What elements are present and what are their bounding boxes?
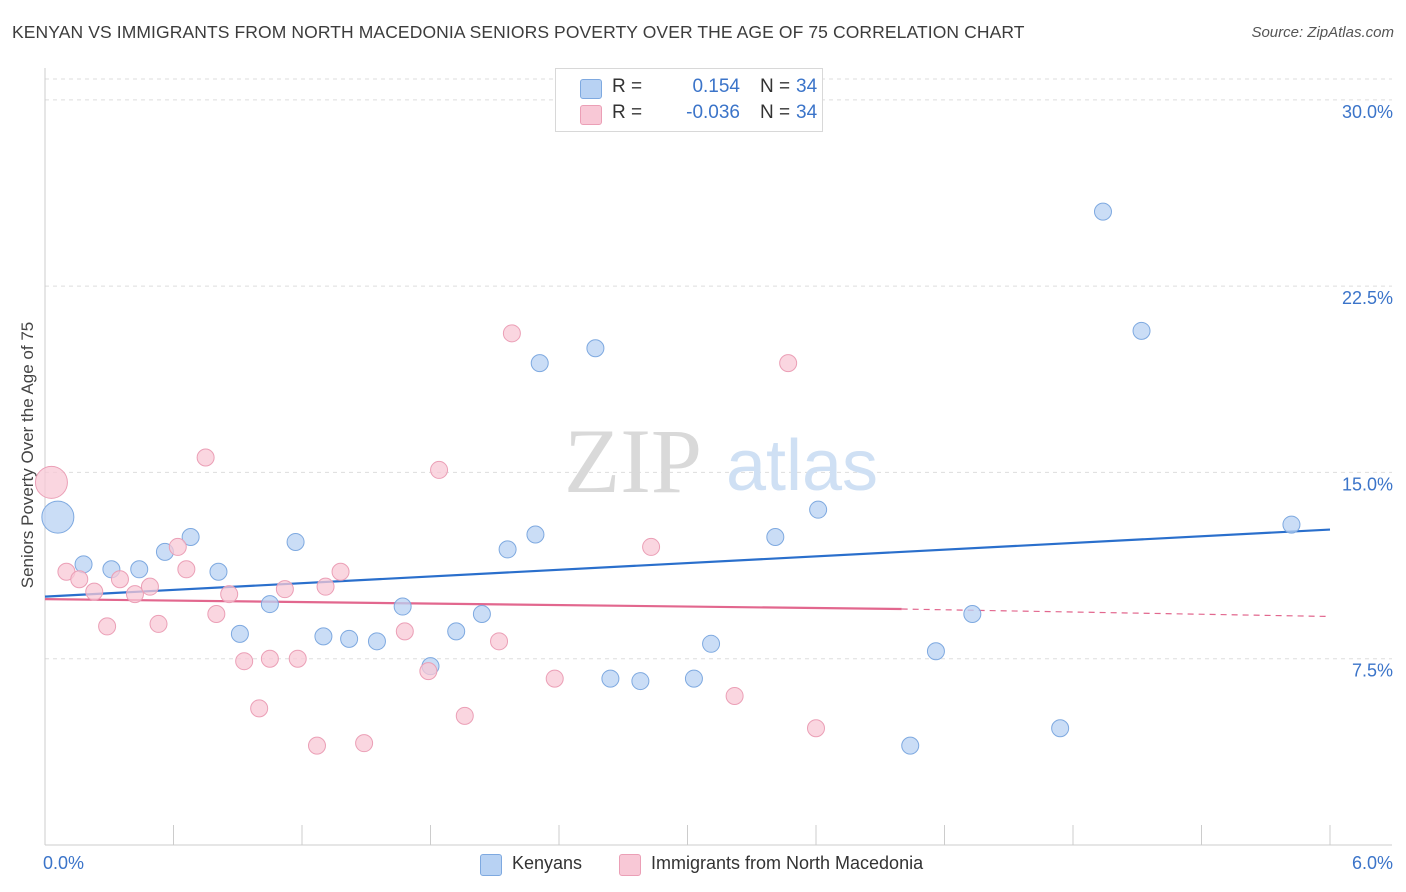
trend-line-macedonia bbox=[44, 597, 902, 611]
point-kenyans bbox=[230, 624, 249, 643]
correlation-legend: R = 0.154 N = 34 R = -0.036 N = 34 bbox=[555, 68, 823, 132]
y-tick-label: 15.0% bbox=[1342, 474, 1393, 494]
x-tick-label-max: 6.0% bbox=[1352, 853, 1393, 873]
point-macedonia bbox=[34, 465, 68, 499]
legend-n-label: N = bbox=[760, 102, 791, 123]
point-kenyans bbox=[367, 632, 386, 651]
legend-swatch-blue bbox=[580, 79, 602, 99]
point-kenyans bbox=[286, 532, 305, 551]
point-kenyans bbox=[472, 605, 491, 623]
point-macedonia bbox=[307, 736, 326, 755]
point-kenyans bbox=[586, 339, 605, 358]
point-macedonia bbox=[168, 537, 187, 556]
point-kenyans bbox=[181, 528, 200, 546]
legend-n-label: N = bbox=[760, 76, 791, 97]
point-kenyans bbox=[702, 634, 721, 653]
point-macedonia bbox=[70, 570, 89, 589]
point-macedonia bbox=[196, 448, 215, 467]
point-macedonia bbox=[85, 582, 104, 601]
point-macedonia bbox=[288, 649, 307, 668]
y-tick-label: 22.5% bbox=[1342, 288, 1393, 308]
x-tick-label-min: 0.0% bbox=[43, 853, 84, 873]
point-kenyans bbox=[530, 354, 549, 373]
trend-lines bbox=[44, 528, 1331, 618]
watermark-zip: ZIP bbox=[564, 410, 702, 512]
point-kenyans bbox=[631, 672, 650, 691]
point-kenyans bbox=[1093, 202, 1112, 221]
point-kenyans bbox=[498, 540, 517, 559]
legend-r-value: 0.154 bbox=[692, 76, 740, 97]
point-macedonia bbox=[149, 614, 168, 633]
point-kenyans bbox=[526, 525, 545, 544]
tick-labels: 7.5% 15.0% 22.5% 30.0% 0.0% 6.0% bbox=[43, 102, 1393, 873]
legend-r-label: R = bbox=[612, 76, 643, 97]
legend-n-value: 34 bbox=[796, 76, 818, 97]
point-macedonia bbox=[250, 699, 269, 718]
point-macedonia bbox=[207, 605, 226, 623]
point-macedonia bbox=[430, 460, 449, 479]
point-macedonia bbox=[220, 585, 239, 604]
legend-label-macedonia: Immigrants from North Macedonia bbox=[651, 853, 924, 873]
axes bbox=[44, 68, 1392, 846]
y-tick-label: 30.0% bbox=[1342, 102, 1393, 122]
point-macedonia bbox=[807, 719, 825, 738]
point-kenyans bbox=[314, 627, 333, 646]
point-macedonia bbox=[235, 652, 254, 671]
point-macedonia bbox=[260, 649, 279, 668]
legend-swatch-pink bbox=[580, 105, 602, 125]
trend-line-kenyans bbox=[44, 528, 1331, 598]
legend-swatch-blue bbox=[480, 854, 502, 876]
point-macedonia bbox=[455, 706, 474, 725]
point-macedonia bbox=[502, 324, 521, 343]
point-macedonia bbox=[642, 537, 661, 556]
legend-r-value: -0.036 bbox=[686, 102, 740, 123]
point-macedonia bbox=[545, 669, 564, 688]
legend-r-label: R = bbox=[612, 102, 643, 123]
legend-n-value: 34 bbox=[796, 102, 818, 123]
watermark: ZIP atlas bbox=[564, 410, 878, 512]
point-macedonia bbox=[275, 580, 294, 599]
point-kenyans bbox=[260, 595, 279, 614]
point-macedonia bbox=[125, 585, 144, 604]
point-kenyans bbox=[209, 562, 228, 581]
point-kenyans bbox=[41, 500, 75, 534]
point-kenyans bbox=[1051, 719, 1070, 738]
point-macedonia bbox=[98, 617, 117, 636]
point-macedonia bbox=[140, 577, 159, 596]
point-kenyans bbox=[901, 736, 920, 755]
point-kenyans bbox=[1132, 321, 1151, 340]
gridlines bbox=[45, 78, 1392, 660]
point-kenyans bbox=[1282, 515, 1301, 534]
point-kenyans bbox=[74, 555, 93, 574]
point-kenyans bbox=[447, 622, 466, 641]
point-kenyans bbox=[926, 642, 945, 661]
point-kenyans bbox=[340, 629, 359, 648]
chart-title: KENYAN VS IMMIGRANTS FROM NORTH MACEDONI… bbox=[12, 22, 1025, 42]
point-macedonia bbox=[177, 560, 196, 579]
point-macedonia bbox=[110, 570, 129, 589]
point-macedonia bbox=[725, 686, 744, 705]
legend-label-kenyans: Kenyans bbox=[512, 853, 583, 873]
point-kenyans bbox=[963, 605, 982, 623]
point-kenyans bbox=[684, 669, 703, 688]
point-kenyans bbox=[766, 528, 785, 546]
point-macedonia bbox=[419, 662, 438, 681]
point-kenyans bbox=[393, 597, 412, 616]
point-kenyans bbox=[809, 500, 828, 519]
point-macedonia bbox=[316, 577, 335, 596]
point-kenyans bbox=[130, 560, 149, 579]
point-macedonia bbox=[490, 632, 509, 651]
point-macedonia bbox=[355, 734, 374, 753]
y-tick-label: 7.5% bbox=[1352, 661, 1393, 681]
legend-swatch-pink bbox=[619, 854, 641, 876]
data-points bbox=[34, 202, 1301, 755]
point-macedonia bbox=[395, 622, 414, 641]
watermark-atlas: atlas bbox=[726, 426, 878, 506]
point-kenyans bbox=[601, 669, 620, 688]
point-macedonia bbox=[331, 562, 350, 581]
point-macedonia bbox=[779, 354, 798, 373]
source-label: Source: ZipAtlas.com bbox=[1251, 24, 1394, 41]
